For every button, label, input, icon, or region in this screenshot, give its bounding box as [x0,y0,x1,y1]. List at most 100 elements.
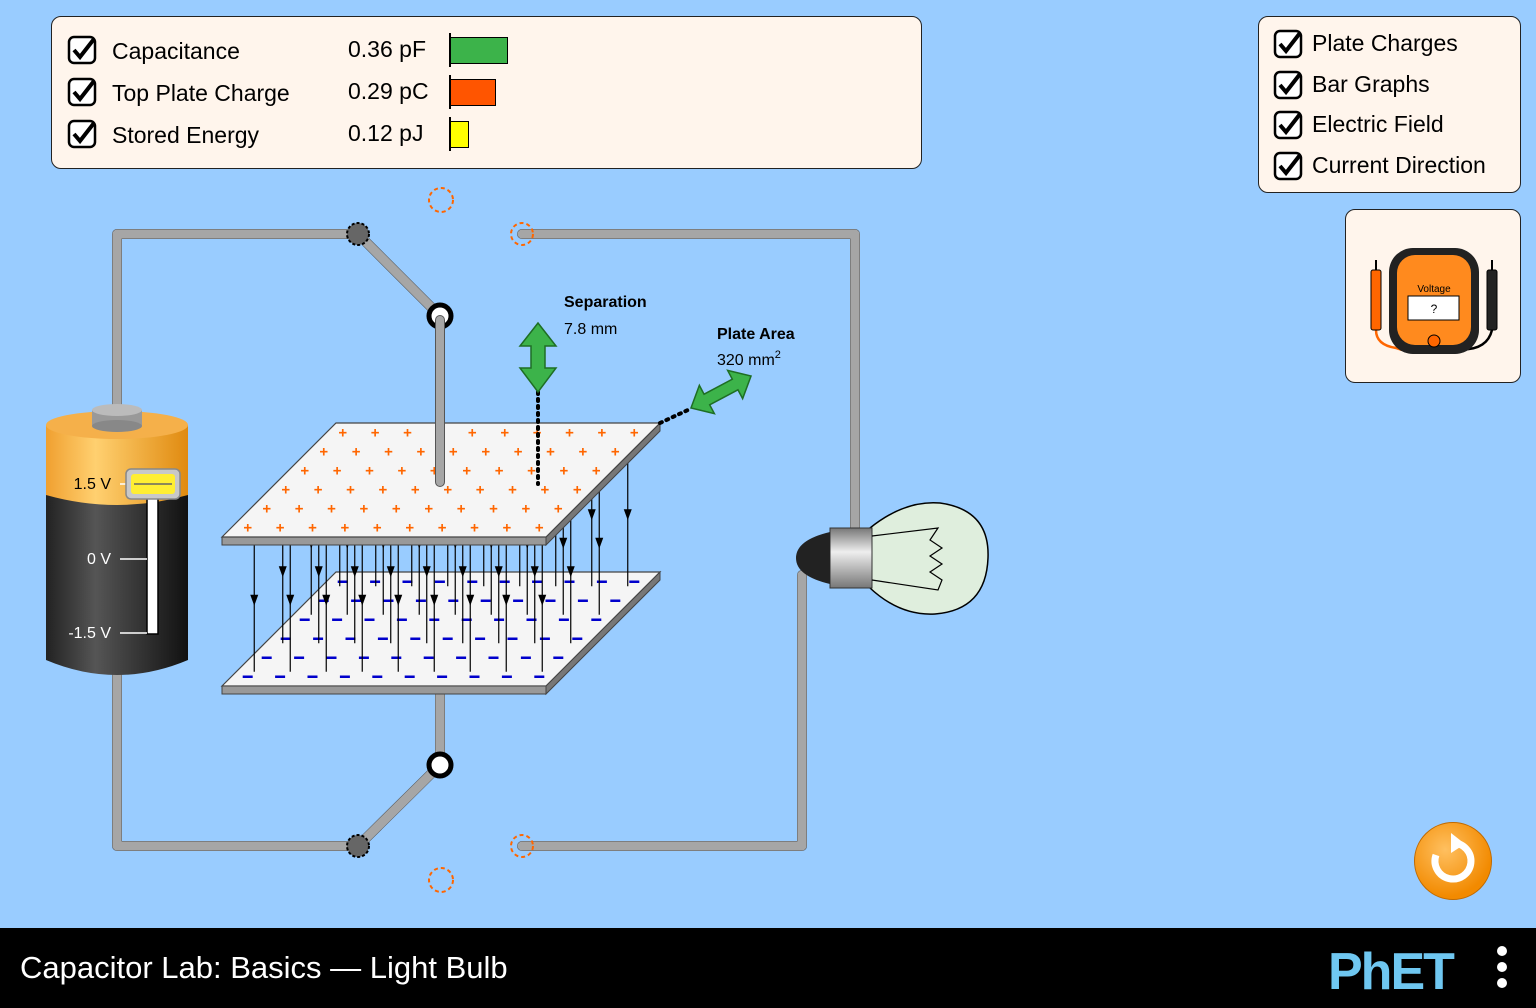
negative-charge [434,580,445,583]
positive-charge: + [417,444,426,461]
meter-label[interactable]: Stored Energy [112,122,260,148]
negative-charge [339,675,350,678]
meter-label[interactable]: Top Plate Charge [112,80,290,106]
view-options-panel: Plate Charges Bar Graphs Electric Field Cur… [1258,16,1521,193]
view-option-label[interactable]: Plate Charges [1312,30,1458,56]
separation-drag-handle[interactable] [518,321,558,486]
field-arrow [458,566,467,578]
positive-charge: + [495,463,504,480]
kebab-menu-icon[interactable] [1494,946,1510,992]
checkbox-icon[interactable] [1273,110,1303,140]
voltmeter-toolbox[interactable]: Voltage ? [1345,209,1521,383]
meter-bar [450,37,508,64]
positive-charge: + [398,463,407,480]
negative-charge [351,599,362,602]
negative-charge [553,656,564,659]
circuit-wires [112,229,860,851]
positive-charge: + [430,463,439,480]
meters-panel: Capacitance 0.36 pF Top Plate Charge 0.29 p… [51,16,922,169]
positive-charge: + [443,482,452,499]
negative-charge [577,599,588,602]
positive-charge: + [535,520,544,537]
checkbox-icon[interactable] [67,119,97,149]
negative-charge [610,599,621,602]
field-arrow [502,594,511,606]
view-option-label[interactable]: Bar Graphs [1312,70,1430,97]
field-arrow [466,594,475,606]
view-option-label[interactable]: Electric Field [1312,111,1444,137]
checkbox-icon[interactable] [67,77,97,107]
negative-charge [461,618,472,621]
switch-hinge-bottom[interactable] [426,751,454,779]
positive-charge: + [541,482,550,499]
negative-charge [372,675,383,678]
positive-charge: + [514,444,523,461]
phet-logo[interactable]: PhET [1328,942,1455,1002]
meter-value: 0.12 pJ [348,120,424,146]
plate-area-drag-handle[interactable] [658,362,759,425]
negative-charge [396,618,407,621]
checkbox-icon[interactable] [67,35,97,65]
positive-charge: + [295,501,304,518]
plate-area-number: 320 mm [717,352,775,369]
field-arrow [587,509,596,521]
positive-charge: + [611,444,620,461]
positive-charge: + [546,444,555,461]
separation-value: 7.8 mm [564,321,617,338]
light-bulb [796,501,989,615]
field-arrow [538,594,547,606]
negative-charge [467,580,478,583]
field-arrow [278,566,287,578]
meter-label[interactable]: Capacitance [112,38,240,64]
positive-charge: + [300,463,309,480]
negative-charge [545,599,556,602]
checkbox-icon[interactable] [1273,29,1303,59]
positive-charge: + [314,482,323,499]
negative-charge [410,637,421,640]
meter-value: 0.29 pC [348,78,429,104]
voltmeter-title: Voltage [1417,284,1451,295]
plate-area-title: Plate Area [717,326,795,343]
battery-voltage-slider-thumb[interactable] [125,468,181,500]
positive-charge: + [424,501,433,518]
field-arrow [430,594,439,606]
positive-charge: + [365,463,374,480]
positive-charge: + [438,520,447,537]
voltmeter-reading: ? [1431,302,1438,316]
positive-charge: + [281,482,290,499]
negative-charge [326,656,337,659]
negative-charge [402,580,413,583]
negative-charge [364,618,375,621]
navigation-bar: Capacitor Lab: Basics — Light Bulb PhET [0,928,1536,1008]
voltmeter-icon[interactable]: Voltage ? [1346,210,1522,384]
switch-connection-points[interactable] [346,187,534,893]
field-arrow [314,566,323,578]
negative-charge [520,656,531,659]
negative-charge [337,580,348,583]
negative-charge [294,656,305,659]
negative-charge [377,637,388,640]
reset-all-button[interactable] [1414,822,1492,900]
checkbox-icon[interactable] [1273,151,1303,181]
positive-charge: + [352,444,361,461]
meter-bar [450,121,469,148]
field-arrow [559,537,568,549]
positive-charge: + [346,482,355,499]
positive-charge: + [489,501,498,518]
plate-area-superscript: 2 [775,349,781,361]
positive-charge: + [338,425,347,442]
negative-charge [499,580,510,583]
negative-charge [629,580,640,583]
view-option-label[interactable]: Current Direction [1312,151,1486,178]
field-arrow [394,594,403,606]
positive-charge: + [476,482,485,499]
checkbox-icon[interactable] [1273,70,1303,100]
field-arrow [286,594,295,606]
positive-charge: + [411,482,420,499]
field-arrow [422,566,431,578]
field-arrow [595,537,604,549]
positive-charge: + [341,520,350,537]
negative-charge [501,675,512,678]
positive-charge: + [449,444,458,461]
negative-charge [456,656,467,659]
